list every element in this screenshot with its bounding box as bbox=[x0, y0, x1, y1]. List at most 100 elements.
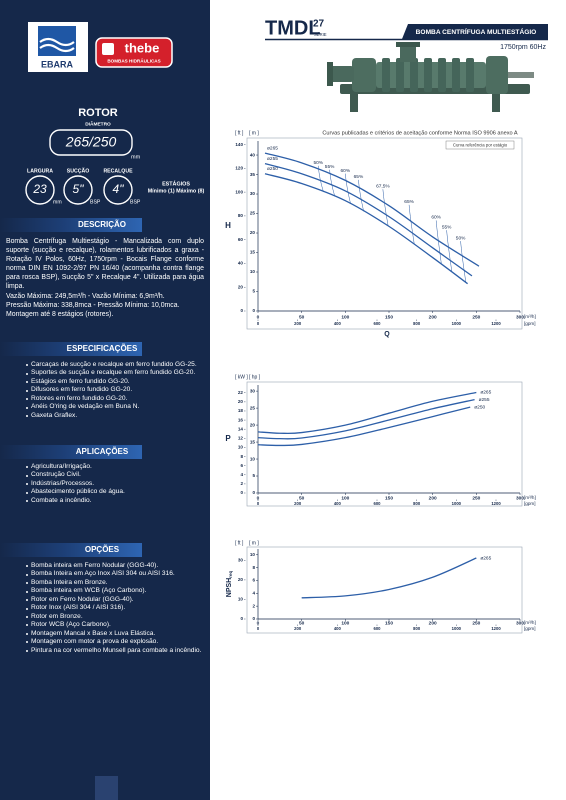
y-tick-label: 0 bbox=[252, 616, 255, 621]
y-tick-label: 0 bbox=[252, 490, 255, 495]
section-band: APLICAÇÕES bbox=[0, 445, 142, 459]
y-tick-label: 30 bbox=[250, 388, 256, 393]
paragraph: Vazão Máxima: 249,5m³/h - Vazão Mínima: … bbox=[6, 292, 165, 300]
y-tick-label: 80 bbox=[238, 213, 244, 218]
y-tick-label: 25 bbox=[250, 405, 256, 410]
x2-tick-label: 600 bbox=[374, 321, 382, 326]
note-box bbox=[445, 140, 515, 150]
x-tick-label: 200 bbox=[429, 314, 437, 320]
chart-frame bbox=[246, 546, 523, 634]
x-tick-label: 250 bbox=[472, 620, 480, 626]
x2-tick-label: 200 bbox=[294, 501, 302, 506]
rating: 1750rpm 60Hz bbox=[500, 44, 546, 51]
curve-label: ø255 bbox=[267, 156, 278, 162]
list-item: Montagem Mancal x Base x Luva Elástica. bbox=[26, 630, 208, 638]
efficiency-label: 65% bbox=[404, 199, 414, 205]
x2-unit: [gpm] bbox=[524, 626, 536, 631]
list-item: Rotor em Ferro Nodular (GGG-40). bbox=[26, 596, 208, 604]
y-unit: [ ft ] bbox=[235, 130, 244, 136]
section-title: OPÇÕES bbox=[84, 545, 120, 554]
y-tick-label: 8 bbox=[240, 454, 243, 459]
efficiency-label: 65% bbox=[354, 174, 364, 180]
list-item: Estágios em ferro fundido GG-20. bbox=[26, 378, 208, 386]
x2-tick-label: 1200 bbox=[491, 501, 501, 506]
x2-tick-label: 1000 bbox=[452, 321, 462, 326]
curve-label: ø265 bbox=[480, 555, 491, 561]
y-tick-label: 20 bbox=[250, 422, 256, 427]
efficiency-label: 60% bbox=[431, 215, 441, 221]
y-tick-label: 30 bbox=[250, 191, 256, 196]
x-tick-label: 250 bbox=[472, 314, 480, 320]
series-label: SÉRIE bbox=[314, 32, 327, 37]
y-tick-label: 0 bbox=[240, 490, 243, 495]
x2-tick-label: 400 bbox=[334, 626, 342, 631]
y-tick-label: 22 bbox=[238, 390, 244, 395]
section-band: OPÇÕES bbox=[0, 543, 142, 557]
x-unit: [m³/h] bbox=[524, 495, 536, 500]
list-item: Rotor WCB (Aço Carbono). bbox=[26, 621, 208, 629]
curve-label: ø250 bbox=[474, 404, 485, 410]
note: Curva referência por estágio bbox=[453, 142, 508, 147]
curve bbox=[264, 152, 480, 267]
x-tick-label: 50 bbox=[299, 620, 305, 626]
y-tick-label: 25 bbox=[250, 211, 256, 216]
y-tick-label: 30 bbox=[238, 558, 244, 563]
option-list: Bomba inteira em Ferro Nodular (GGG-40).… bbox=[26, 562, 208, 655]
y-tick-label: 4 bbox=[240, 472, 243, 477]
y-tick-label: 5 bbox=[252, 473, 255, 478]
section-band: DESCRIÇÃO bbox=[0, 218, 142, 232]
x2-tick-label: 0 bbox=[257, 321, 260, 326]
curve bbox=[257, 406, 471, 447]
x-tick-label: 300 bbox=[516, 620, 524, 626]
y-label-main: NPSH bbox=[226, 578, 233, 597]
y-tick-label: 0 bbox=[240, 616, 243, 621]
y-tick-label: 4 bbox=[252, 591, 255, 596]
y-tick-label: 8 bbox=[252, 565, 255, 570]
x2-tick-label: 400 bbox=[334, 501, 342, 506]
efficiency-label: 50% bbox=[313, 160, 323, 166]
x2-tick-label: 0 bbox=[257, 626, 260, 631]
curve bbox=[301, 557, 477, 599]
list-item: Abastecimento público de água. bbox=[26, 488, 208, 496]
efficiency-line bbox=[345, 173, 351, 204]
y-tick-label: 2 bbox=[240, 481, 243, 486]
list-item: Anéis O'ring de vedação em Buna N. bbox=[26, 403, 208, 411]
y-label: NPSHreq bbox=[226, 571, 233, 598]
x2-tick-label: 1000 bbox=[452, 501, 462, 506]
y-unit: [ m ] bbox=[249, 130, 259, 136]
chart-frame bbox=[246, 137, 523, 330]
y-tick-label: 14 bbox=[238, 426, 244, 431]
efficiency-label: 55% bbox=[325, 164, 335, 170]
y-tick-label: 18 bbox=[238, 408, 244, 413]
x2-tick-label: 1000 bbox=[452, 626, 462, 631]
y-tick-label: 2 bbox=[252, 603, 255, 608]
chart-title: Curvas publicadas e critérios de aceitaç… bbox=[322, 130, 518, 136]
efficiency-line bbox=[329, 169, 336, 197]
x2-unit: [gpm] bbox=[524, 321, 536, 326]
y-tick-label: 20 bbox=[250, 230, 256, 235]
section-band: ESPECIFICAÇÕES bbox=[0, 342, 142, 356]
x2-tick-label: 800 bbox=[413, 501, 421, 506]
model: TMDL bbox=[265, 17, 321, 39]
product-band bbox=[402, 24, 548, 39]
y-unit: [ ft ] bbox=[235, 540, 244, 546]
product: BOMBA CENTRÍFUGA MULTIESTÁGIO bbox=[416, 27, 537, 36]
curve-label: ø265 bbox=[267, 145, 278, 151]
section-title: ESPECIFICAÇÕES bbox=[66, 344, 138, 353]
x2-tick-label: 800 bbox=[413, 321, 421, 326]
chart-frame bbox=[246, 381, 523, 507]
y-label: P bbox=[225, 434, 231, 443]
x2-tick-label: 1200 bbox=[491, 321, 501, 326]
x-unit: [m³/h] bbox=[524, 620, 536, 625]
efficiency-label: 60% bbox=[341, 168, 351, 174]
x2-unit: [gpm] bbox=[524, 501, 536, 506]
curve bbox=[264, 173, 468, 285]
y-unit: [ m ] bbox=[249, 540, 259, 546]
x2-tick-label: 400 bbox=[334, 321, 342, 326]
y-tick-label: 40 bbox=[238, 261, 244, 266]
section-title: DESCRIÇÃO bbox=[77, 220, 126, 229]
x-tick-label: 200 bbox=[429, 495, 437, 501]
y-tick-label: 0 bbox=[252, 308, 255, 313]
y-tick-label: 10 bbox=[238, 445, 244, 450]
x-tick-label: 250 bbox=[472, 495, 480, 501]
